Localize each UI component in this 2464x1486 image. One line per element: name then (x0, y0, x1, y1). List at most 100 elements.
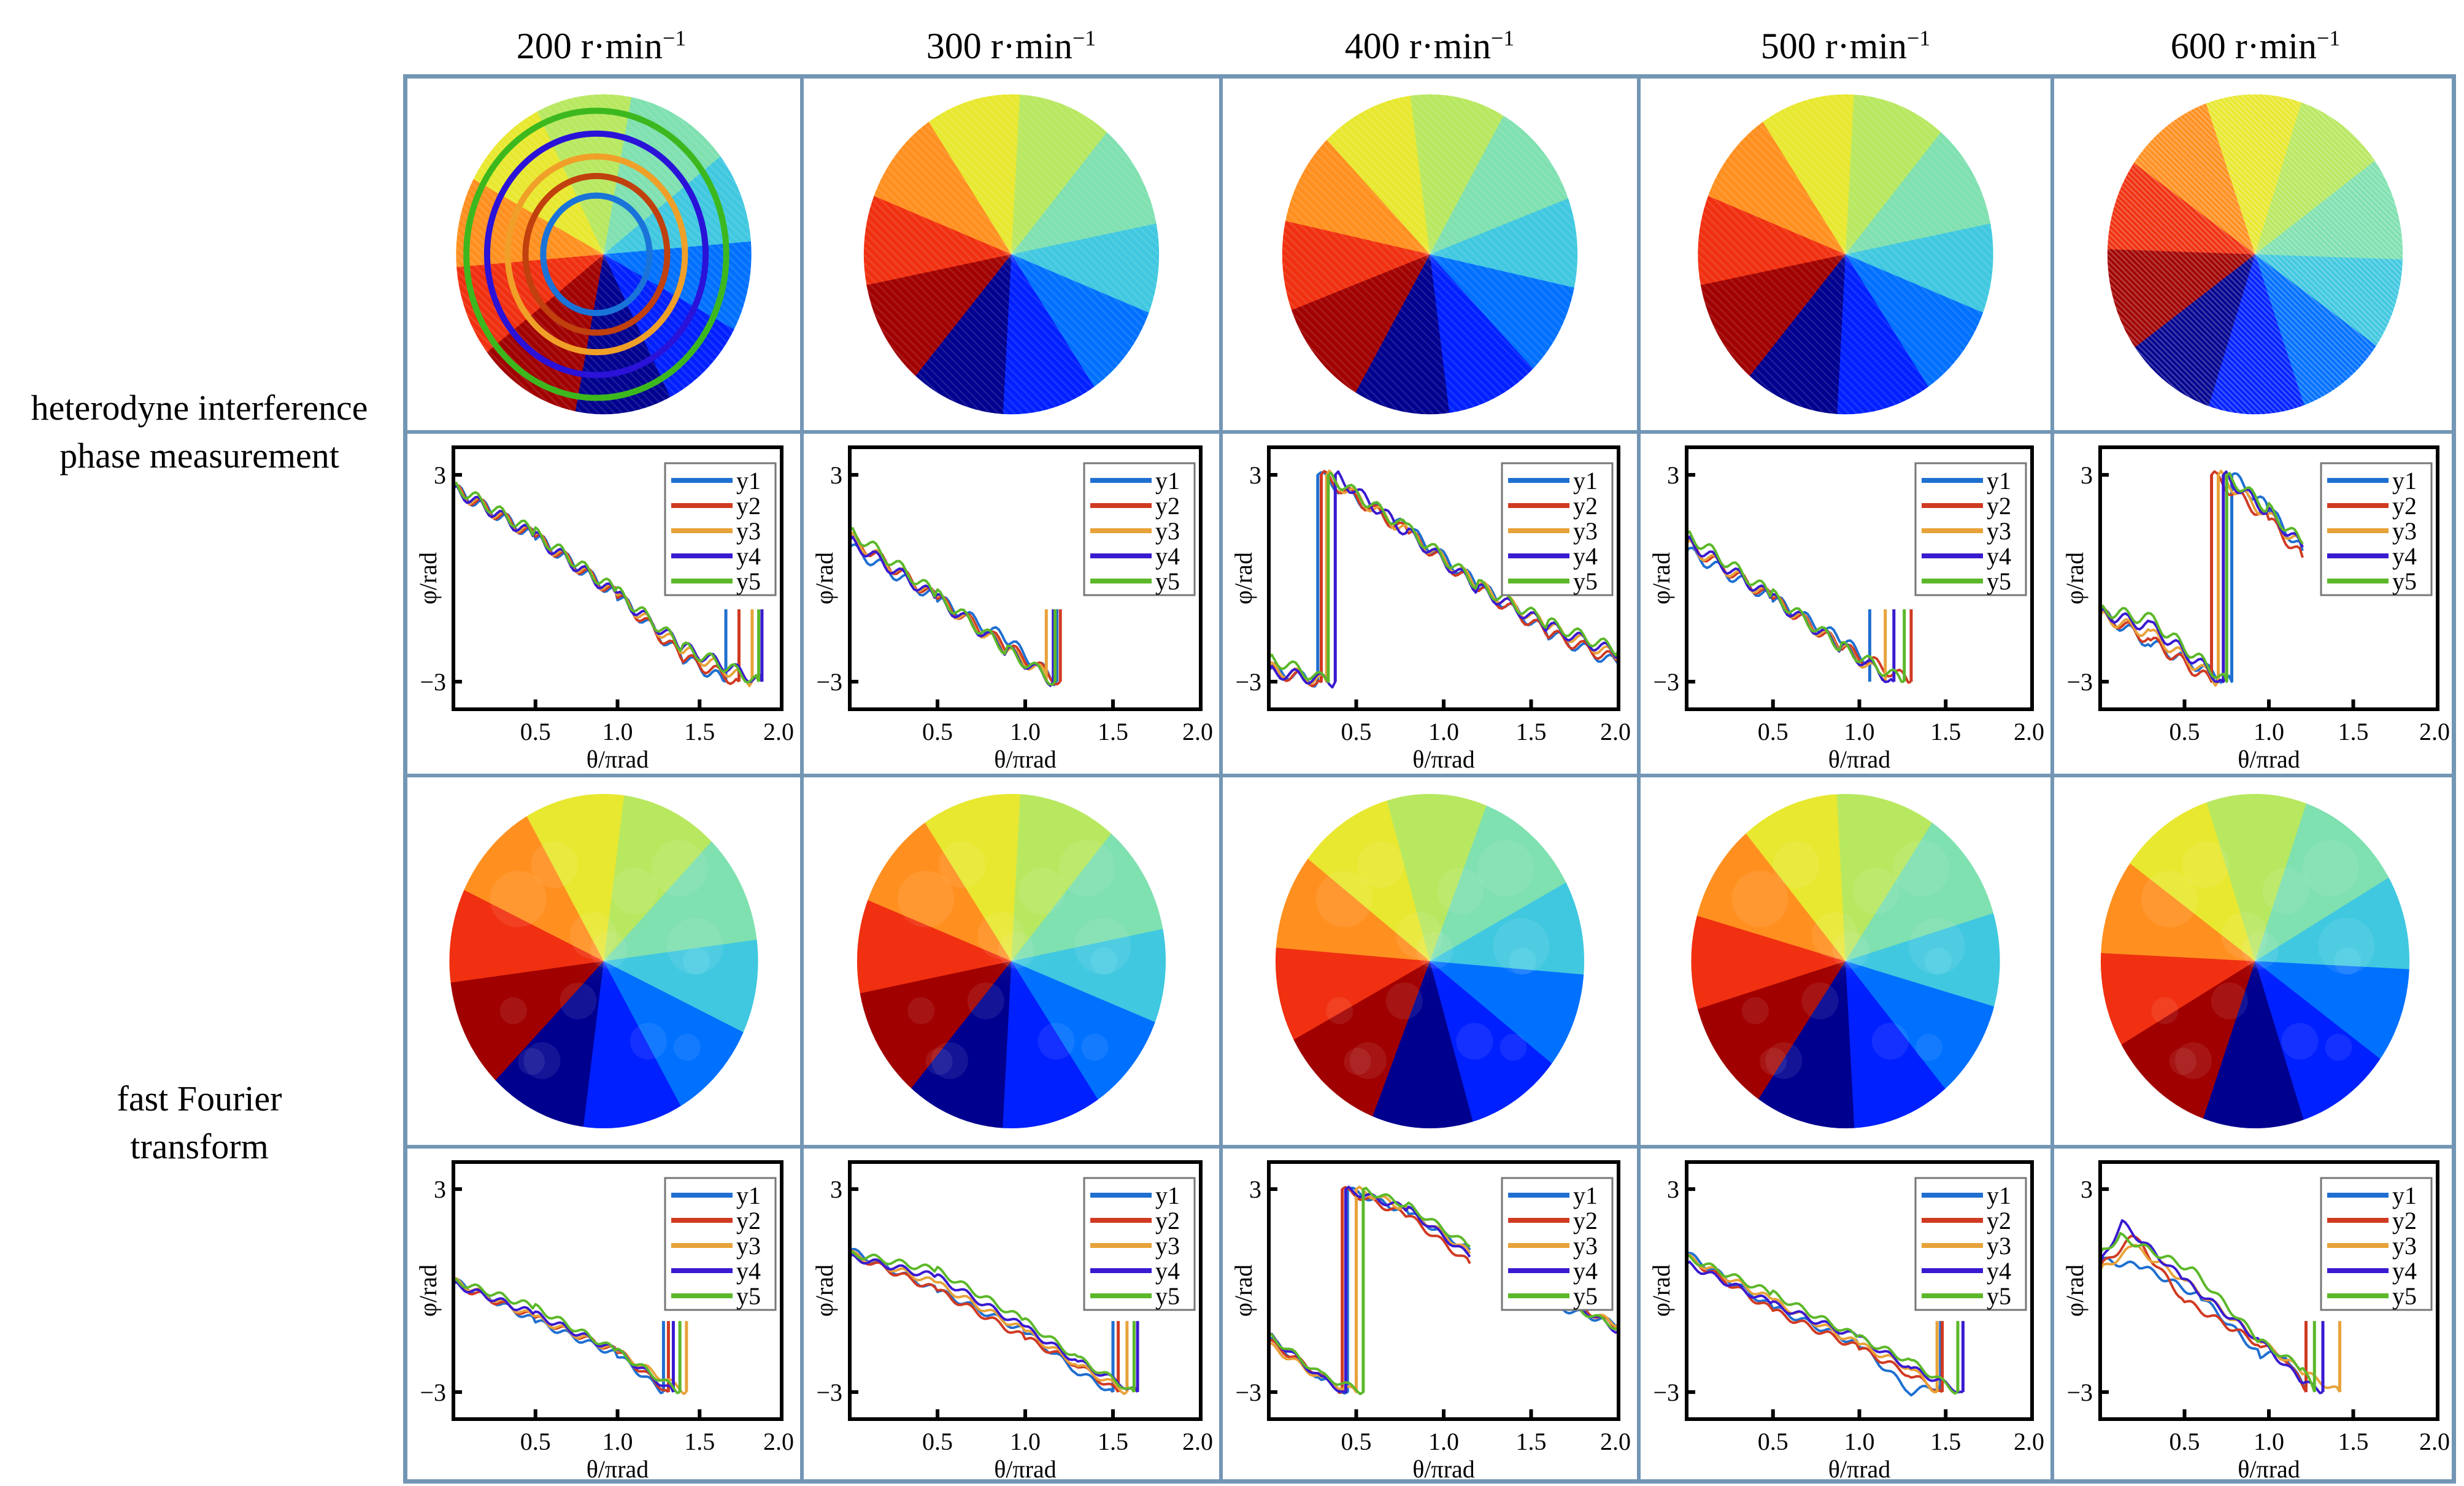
phase-sector (1430, 961, 1582, 1063)
phase-sector (449, 961, 604, 1001)
phase-sector (1430, 254, 1493, 415)
x-tick-label: 2.0 (2419, 718, 2450, 745)
phase-sector (1750, 806, 1846, 961)
phase-sector (474, 254, 604, 374)
phase-sector (604, 961, 758, 1055)
series-line-y5 (1269, 1187, 1471, 1396)
legend-label-y3: y3 (1155, 517, 1180, 545)
phase-sector (1725, 822, 1846, 961)
phase-sector (456, 253, 604, 269)
heterodyne-phase-map-300 (804, 79, 1219, 430)
phase-sector (2176, 99, 2255, 255)
phase-sector (1011, 799, 1095, 961)
phase-sector (1011, 254, 1075, 415)
phase-sector (2107, 164, 2255, 255)
phase-sector (1338, 254, 1430, 403)
phase-sector (1846, 234, 1993, 255)
phase-sector (1846, 961, 2000, 1028)
speed-unit-exponent: −1 (1072, 26, 1096, 50)
phase-sector (1793, 961, 1846, 1129)
phase-sector (2255, 150, 2397, 255)
phase-sector (1011, 113, 1115, 255)
phase-sector (910, 111, 1012, 255)
phase-sector (1703, 254, 1846, 356)
phase-sector (894, 820, 1012, 961)
phase-sector (1275, 960, 1430, 977)
phase-sector (2107, 190, 2255, 255)
phase-sector (942, 961, 1012, 1128)
phase-sector (604, 254, 752, 339)
x-tick-label: 2.0 (2014, 718, 2044, 745)
phase-sector (2142, 254, 2255, 389)
phase-sector (510, 961, 604, 1118)
phase-sector (2255, 254, 2359, 396)
phase-sector (1011, 881, 1166, 961)
series-line-y2 (850, 1250, 1120, 1393)
phase-sector (1305, 961, 1430, 1096)
phase-sector (1430, 142, 1565, 255)
phase-sector (604, 96, 676, 255)
phase-sector (1430, 961, 1585, 1050)
phase-sector (1011, 131, 1137, 255)
phase-sector (1430, 837, 1565, 961)
phase-sector (1282, 254, 1430, 331)
phase-sector (604, 853, 752, 961)
series-group (453, 482, 764, 688)
phase-sector (1846, 961, 1928, 1123)
series-line-y2 (2100, 470, 2304, 683)
phase-sector (1011, 833, 1143, 961)
series-line-y1 (850, 1247, 1114, 1393)
legend-label-y4: y4 (736, 542, 761, 570)
phase-sector (1846, 907, 2000, 961)
series-line-y5 (2100, 1232, 2316, 1393)
series-line-y3 (850, 1250, 1128, 1395)
row-label-fft: fast Fourier transform (0, 1075, 399, 1171)
y-tick-label: −3 (816, 1379, 842, 1406)
phase-sector (1765, 961, 1846, 1124)
phase-sector (2185, 961, 2255, 1128)
series-line-y5 (1687, 1254, 1958, 1395)
phase-sector (1430, 961, 1585, 1036)
phase-sector (1796, 94, 1846, 255)
column-header-200: 200 r·min−1 (399, 13, 804, 71)
phase-sector (1846, 219, 1993, 255)
phase-sector (1282, 254, 1430, 290)
sampling-ring-y1 (540, 192, 653, 317)
phase-sector (1846, 961, 1976, 1090)
phase-sector (1846, 254, 1922, 410)
phase-sector (1011, 178, 1160, 255)
phase-sector (1377, 254, 1430, 415)
phase-map-disk (2107, 94, 2403, 415)
phase-sector (2255, 881, 2410, 961)
phase-sector (1430, 793, 1491, 961)
phase-sector (1713, 139, 1846, 255)
phase-sector (1846, 830, 1975, 961)
phase-sector (1846, 99, 1925, 255)
phase-sector (862, 961, 1012, 1067)
phase-sector (2255, 254, 2308, 415)
phase-sector (1430, 961, 1461, 1129)
phase-sector (1430, 113, 1534, 255)
phase-sector (1698, 254, 1846, 304)
grid-divider (1637, 74, 1641, 1484)
phase-sector (1821, 793, 1846, 961)
phase-sector (1316, 961, 1430, 1105)
phase-sector (1769, 98, 1846, 255)
phase-sector (962, 94, 1012, 255)
phase-sector (863, 244, 1012, 261)
phase-sector (1691, 954, 1846, 971)
phase-sector (1846, 178, 1993, 255)
phase-sector (463, 843, 604, 961)
phase-sector (1275, 961, 1430, 1007)
phase-sector (1282, 162, 1430, 255)
phase-sector (449, 961, 604, 1044)
phase-sector (1430, 796, 1505, 961)
legend-label-y5: y5 (736, 568, 761, 595)
fft-phase-map-400 (1223, 777, 1637, 1145)
phase-sector (1317, 817, 1430, 961)
phase-sector (1846, 879, 2000, 961)
phase-sector (2217, 94, 2255, 255)
row-label-line: fast Fourier (117, 1079, 282, 1118)
